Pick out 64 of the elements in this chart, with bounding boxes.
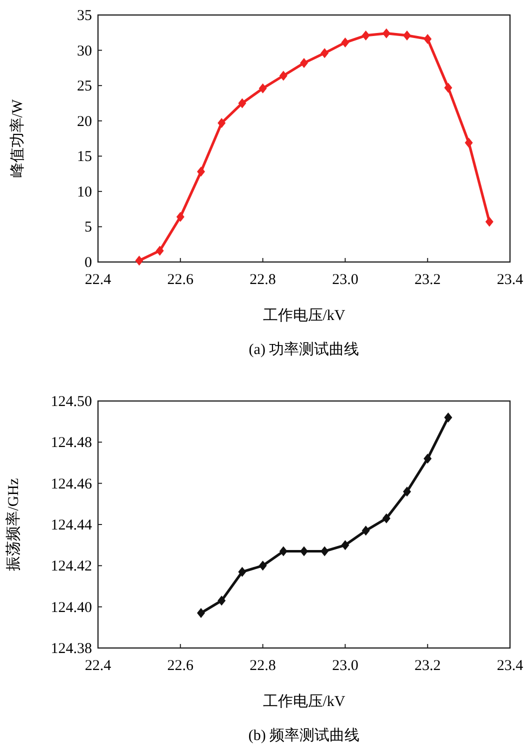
point	[197, 608, 205, 618]
point	[341, 38, 350, 48]
point	[300, 58, 308, 68]
y-tick-label: 124.40	[50, 600, 92, 616]
point	[485, 216, 494, 227]
point	[362, 526, 370, 536]
y-axis-title: 振荡频率/GHz	[5, 478, 22, 571]
x-tick-label: 23.4	[496, 272, 524, 288]
y-tick-label: 124.44	[50, 518, 92, 534]
x-tick-label: 23.2	[414, 272, 441, 288]
point	[176, 212, 184, 222]
point	[135, 256, 144, 266]
point	[258, 560, 267, 571]
y-tick-label: 124.38	[50, 641, 92, 657]
y-tick-label: 124.42	[50, 558, 92, 575]
text: (a) 功率测试曲线	[248, 341, 360, 358]
point	[279, 70, 288, 81]
y-tick-label: 0	[84, 255, 92, 271]
point	[362, 30, 370, 40]
point	[403, 30, 411, 40]
y-tick-label: 25	[77, 78, 92, 95]
point	[341, 540, 350, 550]
point	[444, 82, 452, 93]
x-tick-label: 22.8	[250, 658, 276, 674]
point	[156, 246, 164, 256]
x-tick-label: 23.0	[332, 272, 358, 288]
x-tick-label: 23.4	[496, 658, 524, 674]
x-tick-label: 22.8	[250, 272, 276, 288]
point	[238, 98, 246, 108]
point	[300, 546, 308, 556]
x-tick-label: 23.2	[414, 658, 441, 674]
point	[382, 28, 390, 38]
y-tick-label: 124.46	[50, 476, 92, 492]
point	[238, 566, 246, 577]
point	[197, 166, 205, 177]
point	[258, 83, 267, 94]
y-tick-label: 20	[77, 114, 92, 130]
x-axis-title: 工作电压/kV	[262, 307, 346, 324]
point	[403, 486, 411, 497]
y-tick-label: 10	[77, 184, 92, 200]
x-tick-label: 22.6	[167, 658, 194, 674]
y-tick-label: 35	[77, 8, 92, 24]
x-tick-label: 23.0	[332, 658, 358, 674]
x-tick-label: 22.6	[167, 272, 194, 288]
x-tick-label: 22.4	[84, 272, 112, 288]
x-tick-label: 22.4	[84, 658, 112, 674]
point	[444, 412, 452, 422]
point	[382, 513, 390, 524]
point	[320, 546, 329, 556]
point	[464, 138, 473, 148]
point	[320, 48, 329, 58]
point	[424, 34, 432, 44]
text: (b) 频率测试曲线	[248, 727, 360, 744]
y-tick-label: 30	[77, 43, 92, 60]
y-tick-label: 124.48	[50, 435, 92, 452]
x-axis-title: 工作电压/kV	[262, 693, 346, 710]
point	[218, 596, 226, 606]
point	[218, 118, 226, 128]
point	[279, 546, 288, 556]
y-axis-title: 峰值功率/W	[9, 98, 26, 178]
point	[424, 454, 432, 464]
y-tick-label: 5	[84, 220, 92, 236]
y-tick-label: 15	[77, 149, 92, 166]
y-tick-label: 124.50	[50, 394, 92, 410]
